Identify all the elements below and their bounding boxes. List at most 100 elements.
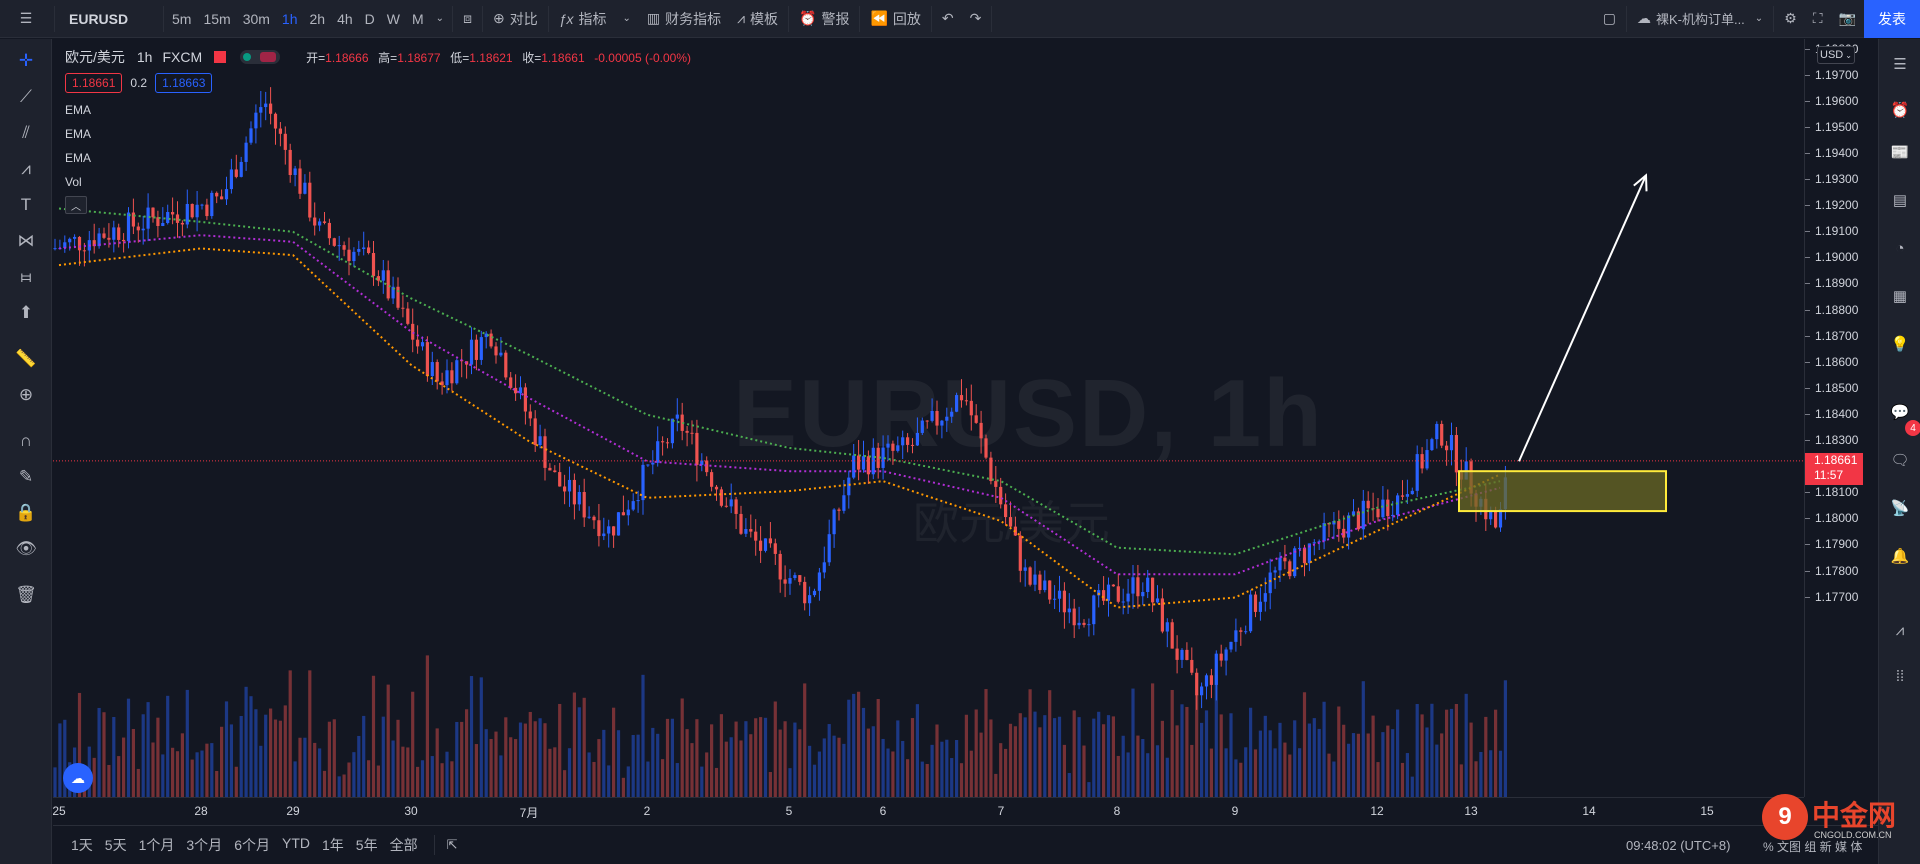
price-scale[interactable]: 1.198001.197001.196001.195001.194001.193…: [1804, 39, 1878, 797]
symbol-search[interactable]: EURUSD: [69, 10, 129, 27]
candle-body: [930, 410, 934, 421]
layout-selector[interactable]: ☁ 裸K-机构订单... ⌄: [1629, 0, 1771, 38]
financials-button[interactable]: ▥ 财务指标: [639, 0, 729, 38]
indicator-ema-3[interactable]: EMA: [65, 151, 92, 165]
currency-selector[interactable]: USD ⌄: [1817, 46, 1855, 64]
range-button[interactable]: 5天: [104, 837, 127, 853]
calendar-list-icon[interactable]: ▤: [1892, 192, 1908, 209]
chevron-down-icon: ⌄: [1754, 13, 1764, 24]
eye-icon[interactable]: 👁: [15, 539, 37, 558]
zoom-in-icon[interactable]: ⊕: [18, 385, 34, 404]
candle-body: [416, 339, 420, 347]
news-icon[interactable]: 📰: [1890, 144, 1910, 161]
clock[interactable]: 09:48:02 (UTC+8): [1626, 838, 1731, 853]
collapse-legend-button[interactable]: ︿: [65, 196, 87, 214]
chart-pane[interactable]: EURUSD, 1h 欧元/美元: [53, 39, 1804, 797]
range-button[interactable]: 1天: [71, 837, 93, 853]
pattern-icon[interactable]: ⩘: [21, 159, 31, 178]
volume-bar: [117, 756, 121, 797]
volume-bar: [749, 734, 753, 797]
volume-bar: [509, 737, 513, 797]
interval-5m[interactable]: 5m: [172, 10, 192, 27]
replay-button[interactable]: ⏪ 回放: [862, 0, 928, 38]
time-scale[interactable]: 25 28 29 30 7月 2 5 6 7 8 9 12 13 14 15: [52, 797, 1804, 825]
candle-body: [1028, 567, 1032, 585]
interval-30m[interactable]: 30m: [242, 10, 270, 27]
interval-4h[interactable]: 4h: [337, 10, 353, 27]
candle-body: [489, 333, 493, 347]
indicator-ema-1[interactable]: EMA: [65, 103, 92, 117]
hotlists-icon[interactable]: ◔: [1895, 239, 1905, 257]
templates-button[interactable]: ⩘ 模板: [729, 0, 786, 38]
buy-price-button[interactable]: 1.18663: [155, 73, 213, 93]
alert-clock-icon[interactable]: ⏰: [1890, 102, 1910, 119]
interval-w[interactable]: W: [386, 10, 400, 27]
fullscreen-layout-button[interactable]: ▢: [1595, 0, 1624, 38]
fib-retracement-icon[interactable]: ⫽: [22, 123, 30, 142]
text-icon[interactable]: T: [20, 195, 32, 214]
range-button[interactable]: YTD: [281, 835, 310, 851]
publish-button[interactable]: 发表: [1864, 0, 1920, 38]
dots-grid-icon[interactable]: ⁞⁞: [1895, 667, 1905, 685]
undo-button[interactable]: ↶: [934, 0, 962, 38]
interval-d[interactable]: D: [364, 10, 375, 27]
chevron-down-icon[interactable]: ⌄: [435, 13, 445, 24]
chat-icon[interactable]: 💬: [1890, 404, 1910, 421]
trading-toggle[interactable]: [240, 50, 281, 64]
interval-15m[interactable]: 15m: [203, 10, 231, 27]
candle-body: [817, 572, 821, 591]
go-to-date-button[interactable]: ⇱: [437, 837, 468, 853]
range-button[interactable]: 5年: [355, 837, 378, 853]
range-button[interactable]: 全部: [389, 837, 418, 853]
menu-icon[interactable]: ☰: [19, 10, 33, 26]
ideas-lightbulb-icon[interactable]: 💡: [1890, 336, 1910, 353]
bell-icon[interactable]: 🔔: [1890, 548, 1910, 565]
settings-button[interactable]: ⚙: [1776, 0, 1805, 38]
pencil-lock-icon[interactable]: ✎: [18, 467, 34, 486]
alerts-button[interactable]: ⏰ 警报: [791, 0, 857, 38]
sell-price-button[interactable]: 1.18661: [65, 73, 123, 93]
depth-icon[interactable]: ⩘: [1895, 621, 1905, 639]
flag-icon[interactable]: [214, 51, 227, 63]
chart-type-button[interactable]: ⧈: [455, 0, 480, 38]
arrow-up-icon[interactable]: ⬆: [18, 303, 34, 322]
snapshot-button[interactable]: 📷: [1831, 0, 1864, 38]
streams-icon[interactable]: 📡: [1890, 500, 1910, 517]
indicators-button[interactable]: ƒx 指标 ⌄: [551, 0, 639, 38]
trend-line-icon[interactable]: ⟋: [20, 87, 32, 106]
compare-button[interactable]: ⊕ 对比: [485, 0, 546, 38]
indicator-volume[interactable]: Vol: [65, 175, 82, 189]
redo-button[interactable]: ↷: [962, 0, 990, 38]
magnet-icon[interactable]: ∩: [19, 431, 33, 450]
watchlist-icon[interactable]: ☰: [1893, 56, 1907, 73]
bottom-pane-tabs[interactable]: % 文图 组 新 媒 体: [1763, 840, 1863, 854]
range-button[interactable]: 1个月: [138, 837, 175, 853]
prediction-icon[interactable]: ⋈: [17, 231, 35, 250]
price-tick: 1.18000: [1804, 511, 1859, 526]
price-tick: 1.19000: [1804, 250, 1859, 265]
indicator-ema-2[interactable]: EMA: [65, 127, 92, 141]
candle-body: [572, 479, 576, 505]
interval-1h[interactable]: 1h: [281, 10, 298, 27]
range-button[interactable]: 1年: [321, 837, 344, 853]
candle-body: [754, 531, 758, 541]
volume-bar: [1489, 750, 1493, 797]
lock-icon[interactable]: 🔒: [15, 503, 37, 522]
trash-icon[interactable]: 🗑: [15, 585, 37, 604]
crosshair-icon[interactable]: ✛: [18, 51, 34, 70]
measure-tools-icon[interactable]: ⧦: [20, 267, 32, 286]
calendar-icon[interactable]: ▦: [1892, 288, 1908, 305]
ruler-icon[interactable]: 📏: [15, 349, 37, 368]
fullscreen-button[interactable]: ⛶: [1805, 0, 1831, 38]
candle-body: [729, 499, 733, 507]
candle-body: [685, 430, 689, 433]
candle-body: [989, 457, 993, 482]
range-button[interactable]: 6个月: [234, 837, 270, 853]
interval-m[interactable]: M: [412, 10, 424, 27]
notifications-chat-icon[interactable]: 🗨: [1890, 452, 1910, 469]
interval-2h[interactable]: 2h: [309, 10, 326, 27]
volume-bar: [974, 709, 978, 797]
tradingview-logo-icon[interactable]: ☁: [63, 763, 93, 793]
range-button[interactable]: 3个月: [186, 837, 223, 853]
volume-bar: [1185, 706, 1189, 797]
